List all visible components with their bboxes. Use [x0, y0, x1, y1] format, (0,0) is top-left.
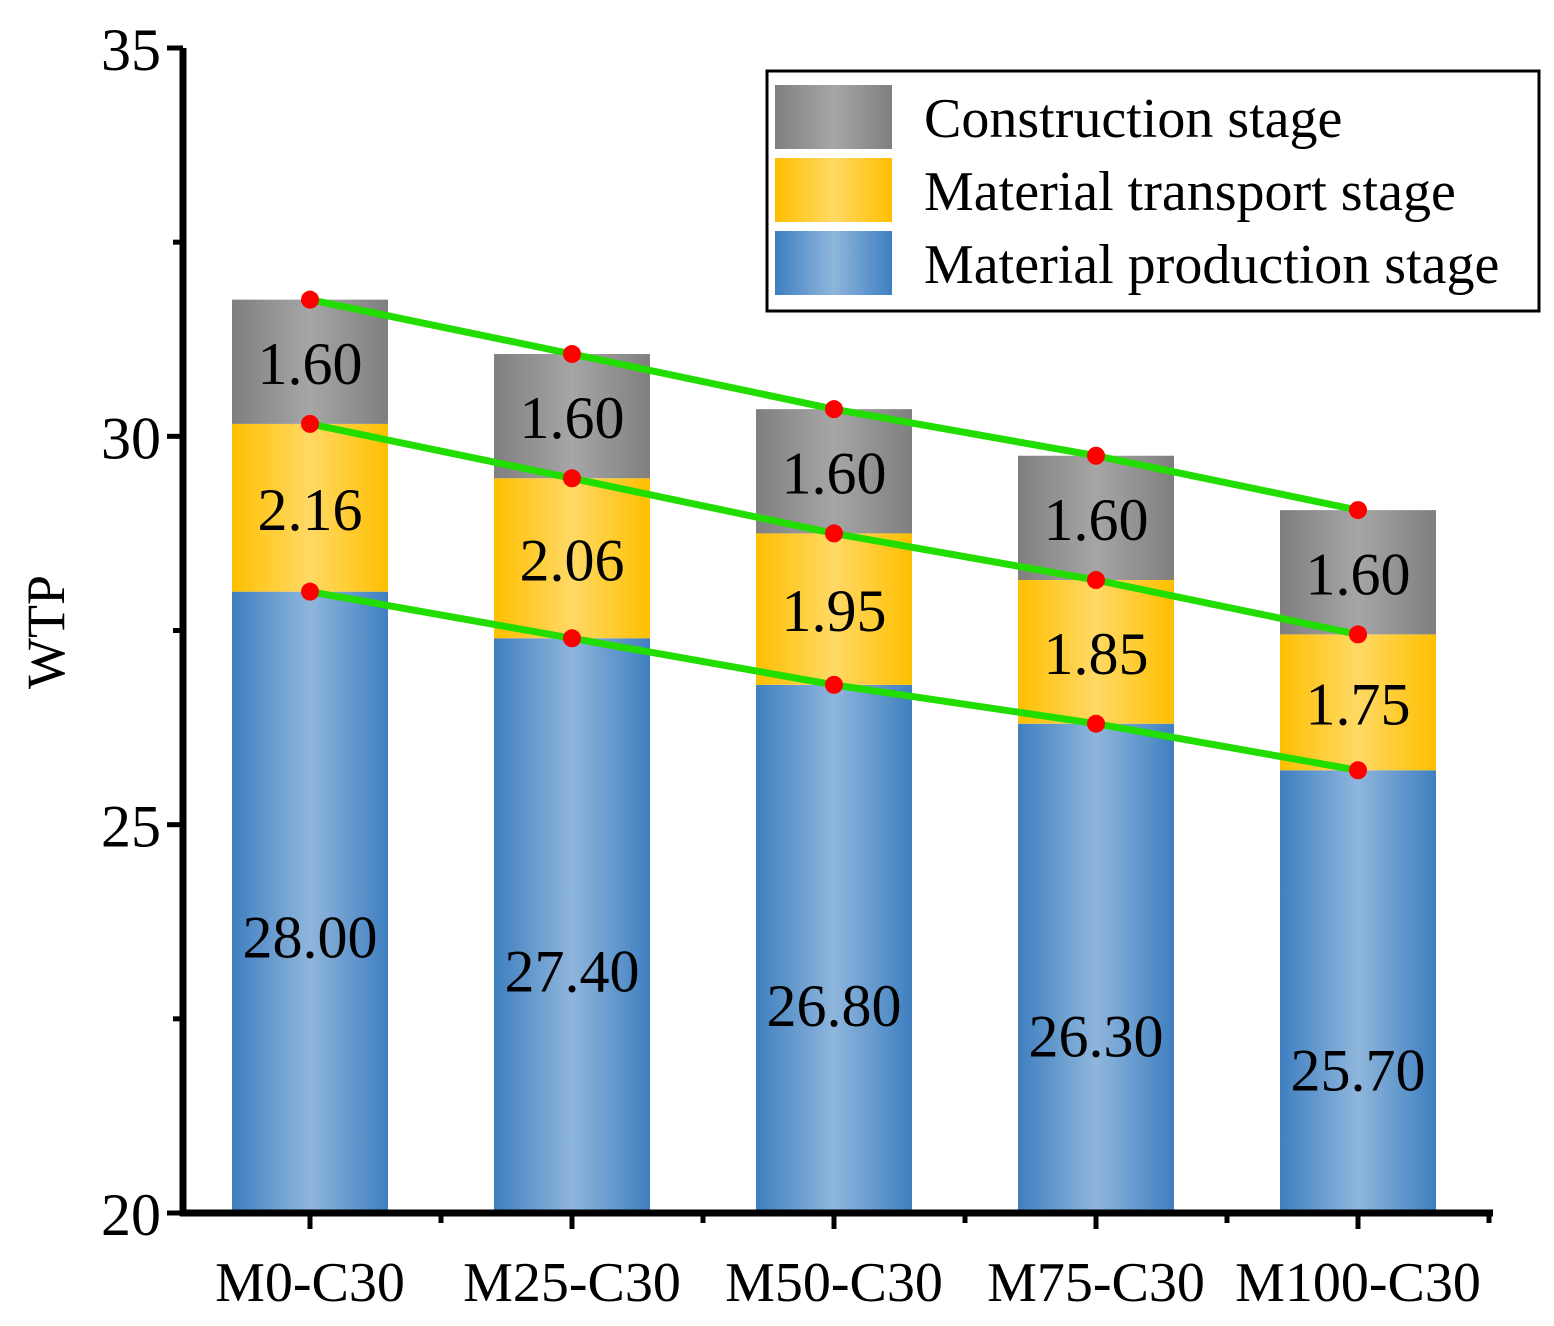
x-tick-label: M50-C30 — [725, 1252, 943, 1314]
trend-marker — [301, 290, 319, 309]
trend-marker — [1349, 501, 1367, 520]
bar-value-label: 1.75 — [1306, 671, 1411, 737]
bar-value-label: 26.80 — [767, 973, 902, 1039]
legend-swatch — [775, 231, 892, 295]
x-tick-label: M0-C30 — [215, 1252, 405, 1314]
y-tick-label: 30 — [101, 405, 161, 471]
bar-material-production-stage-m75-c30 — [1018, 723, 1174, 1213]
bar-value-label: 1.60 — [782, 440, 887, 506]
y-tick-label: 20 — [101, 1182, 161, 1248]
bar-value-label: 28.00 — [243, 904, 378, 970]
bar-construction-stage-m100-c30 — [1280, 510, 1436, 635]
trend-marker — [825, 400, 843, 419]
bar-value-label: 27.40 — [505, 939, 640, 1005]
trend-marker — [1349, 625, 1367, 644]
axes: 20 25 30 35 M0-C30 M25-C30 M50-C30 M75-C30 M100-… — [16, 17, 1493, 1314]
trend-marker — [563, 629, 581, 648]
bar-value-label: 2.16 — [258, 477, 363, 543]
bar-material-transport-stage-m100-c30 — [1280, 634, 1436, 771]
legend-label: Construction stage — [924, 88, 1342, 150]
trend-marker — [563, 345, 581, 364]
y-axis-title: WTP — [16, 575, 76, 689]
bar-material-transport-stage-m25-c30 — [494, 478, 650, 639]
trend-marker — [1087, 571, 1105, 590]
trend-marker — [1087, 714, 1105, 733]
bar-material-transport-stage-m75-c30 — [1018, 580, 1174, 724]
trend-marker — [825, 524, 843, 543]
legend-box — [765, 69, 1541, 313]
bar-value-label: 1.60 — [1306, 541, 1411, 607]
trend-marker — [301, 582, 319, 601]
trend-marker — [1087, 446, 1105, 465]
legend-swatch — [775, 158, 892, 222]
trend-marker — [825, 675, 843, 694]
trend-marker — [301, 414, 319, 433]
trend-lines — [301, 290, 1367, 780]
bar-value-label: 1.60 — [258, 331, 363, 397]
bar-value-label: 26.30 — [1029, 1003, 1164, 1069]
bars-layer — [232, 299, 1436, 1213]
trend-marker — [563, 469, 581, 488]
y-tick-label: 35 — [101, 17, 161, 83]
bar-value-label: 1.60 — [1044, 487, 1149, 553]
trend-marker — [1349, 761, 1367, 780]
bar-value-label: 25.70 — [1291, 1038, 1426, 1104]
bar-construction-stage-m75-c30 — [1018, 455, 1174, 581]
bar-value-labels: 28.00 2.16 1.60 27.40 2.06 1.60 26.80 1.95 1.60 2… — [243, 331, 1426, 1104]
bar-value-label: 1.95 — [782, 578, 887, 644]
bar-material-production-stage-m25-c30 — [494, 638, 650, 1213]
bar-construction-stage-m0-c30 — [232, 299, 388, 424]
x-tick-label: M25-C30 — [463, 1252, 681, 1314]
x-tick-label: M75-C30 — [987, 1252, 1205, 1314]
bar-value-label: 1.60 — [520, 385, 625, 451]
bar-material-transport-stage-m0-c30 — [232, 423, 388, 592]
legend-swatch — [775, 85, 892, 149]
legend-label: Material transport stage — [924, 161, 1456, 223]
y-tick-label: 25 — [101, 794, 161, 860]
x-tick-label: M100-C30 — [1235, 1252, 1481, 1314]
bar-material-production-stage-m100-c30 — [1280, 770, 1436, 1213]
legend: Construction stage Material transport sta… — [765, 69, 1541, 313]
bar-material-transport-stage-m50-c30 — [756, 533, 912, 685]
bar-value-label: 2.06 — [520, 527, 625, 593]
bar-construction-stage-m50-c30 — [756, 409, 912, 534]
bar-material-production-stage-m50-c30 — [756, 684, 912, 1213]
legend-label: Material production stage — [924, 234, 1499, 296]
bar-construction-stage-m25-c30 — [494, 354, 650, 479]
bar-material-production-stage-m0-c30 — [232, 591, 388, 1213]
bar-value-label: 1.85 — [1044, 621, 1149, 687]
